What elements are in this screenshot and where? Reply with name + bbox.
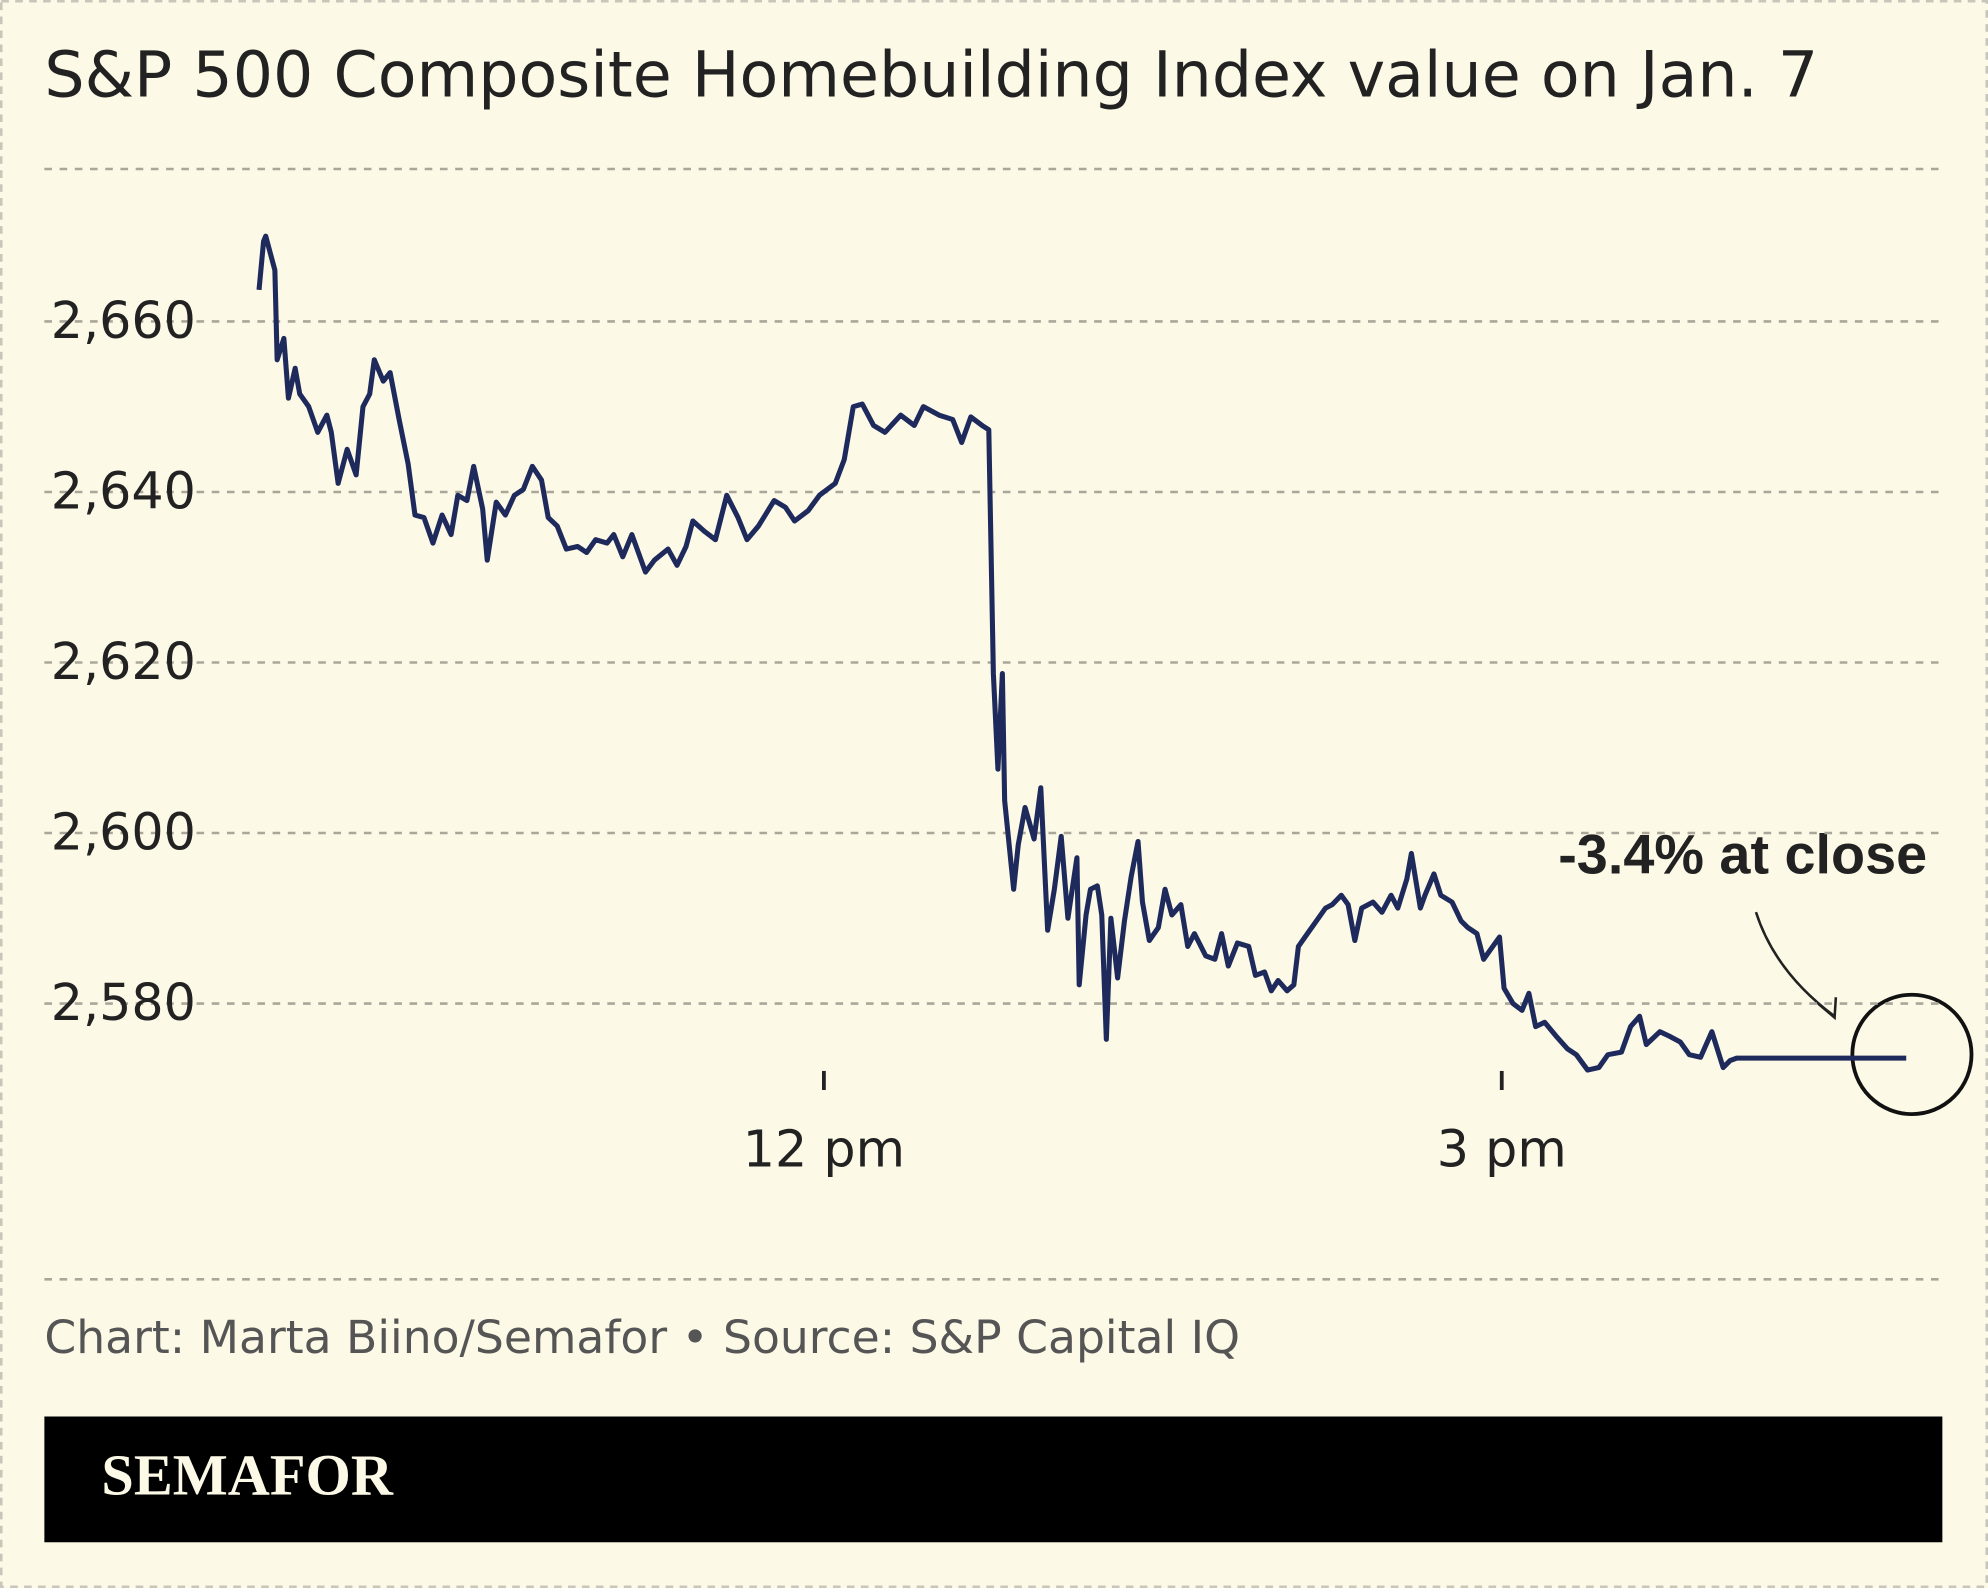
y-tick-label: 2,660 (51, 291, 196, 350)
annotation: -3.4% at close (1558, 823, 1927, 886)
x-tick-label: 12 pm (743, 1119, 905, 1178)
y-tick-label: 2,580 (51, 973, 196, 1032)
x-tick-label: 3 pm (1437, 1119, 1567, 1178)
chart-title: S&P 500 Composite Homebuilding Index val… (44, 37, 1818, 111)
y-tick-label: 2,600 (51, 803, 196, 862)
close-marker (1850, 992, 1974, 1117)
plot: 2,580 2,600 2,620 2,640 2,660 12 pm 3 pm (44, 233, 1943, 1178)
source: Chart: Marta Biino/Semafor • Source: S&P… (44, 1311, 1240, 1364)
data-line (256, 233, 1907, 1073)
brand: SEMAFOR (101, 1443, 393, 1508)
brand-bar (44, 1416, 1943, 1543)
y-tick-label: 2,620 (51, 632, 196, 691)
y-tick-label: 2,640 (51, 461, 196, 520)
arrow-head (1817, 997, 1838, 1021)
